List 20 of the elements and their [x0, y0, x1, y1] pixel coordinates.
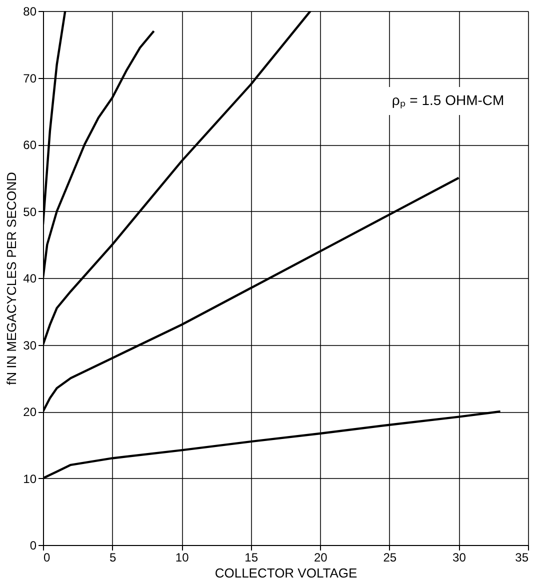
y-tick-label: 50 [23, 204, 37, 219]
y-tick-label: 60 [23, 138, 37, 152]
x-tick-label: 10 [175, 550, 190, 564]
x-tick-label: 20 [314, 550, 328, 564]
x-tick-label: 30 [452, 550, 466, 564]
y-tick-label: 40 [23, 272, 37, 286]
y-tick-label: 0 [30, 538, 37, 552]
y-tick-label: 80 [23, 4, 37, 18]
x-tick-label: 5 [109, 550, 116, 564]
y-tick-label: 20 [23, 405, 37, 419]
annotation: ρₚ = 1.5 OHM-CM [392, 92, 504, 109]
y-axis-title: fN IN MEGACYCLES PER SECOND [4, 172, 20, 386]
x-axis-title: COLLECTOR VOLTAGE [214, 566, 358, 580]
x-tick-label: 0 [44, 550, 50, 564]
x-tick-label: 25 [383, 550, 397, 564]
x-tick-label: 35 [515, 550, 529, 564]
y-tick-label: 10 [23, 472, 37, 486]
y-tick-label: 70 [23, 71, 37, 86]
y-tick-label: 30 [23, 338, 37, 352]
x-tick-label: 15 [244, 550, 258, 564]
